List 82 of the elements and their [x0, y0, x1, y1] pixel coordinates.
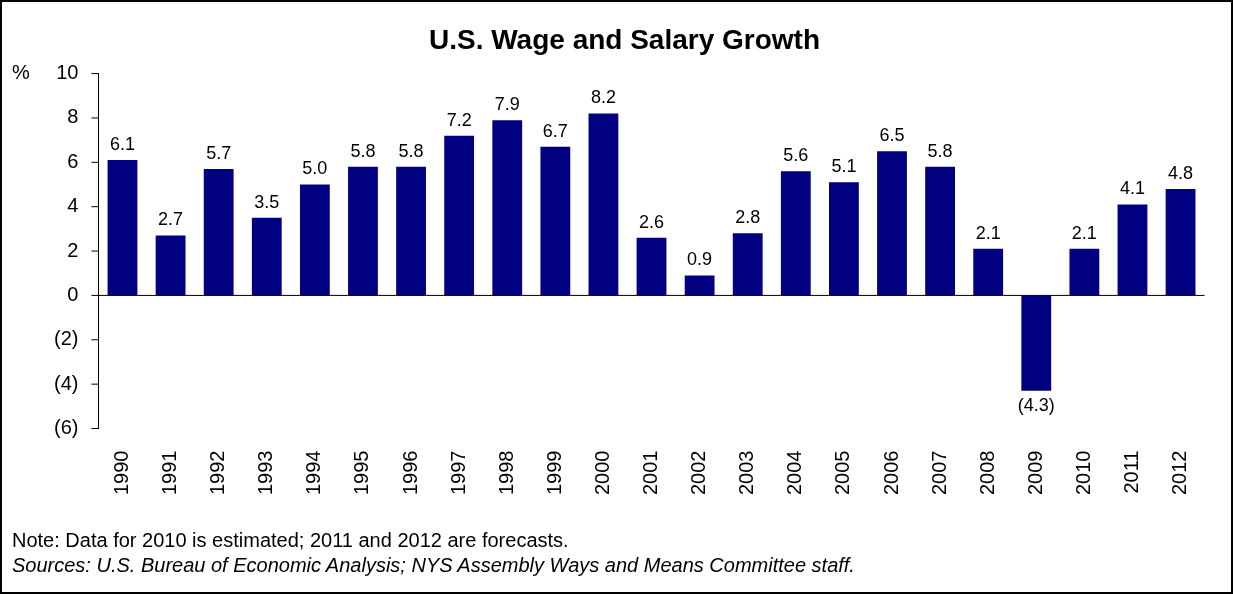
data-label: 5.8 [350, 140, 376, 161]
x-tick-label: 1999 [542, 450, 565, 496]
data-label: 2.6 [639, 211, 665, 232]
x-tick-label: 1990 [110, 450, 133, 496]
x-tick-label: 2010 [1071, 450, 1094, 496]
bar [396, 166, 426, 296]
data-label: 5.8 [398, 140, 424, 161]
data-label: 5.6 [783, 145, 809, 166]
x-tick-label: 1992 [206, 450, 229, 496]
x-tick-label: 2001 [639, 450, 662, 496]
data-label: 5.1 [831, 156, 857, 177]
x-tick-label: 1998 [494, 450, 517, 496]
data-label: 7.2 [446, 109, 472, 130]
bar [155, 235, 186, 296]
x-tick-label: 2006 [879, 450, 902, 496]
bar [973, 248, 1004, 296]
data-label: 5.0 [302, 158, 328, 179]
y-tick-label: 2 [67, 238, 79, 261]
y-tick-label: (6) [53, 416, 79, 439]
data-label: 7.9 [494, 94, 520, 115]
y-tick-label: 10 [56, 61, 79, 84]
x-tick-label: 2004 [783, 450, 806, 496]
bar [107, 160, 138, 296]
data-label: 6.5 [879, 125, 905, 146]
bar [1165, 188, 1196, 296]
bar [877, 151, 907, 296]
data-label: 2.8 [735, 207, 761, 228]
source-note: Sources: U.S. Bureau of Economic Analysis; NYS Assembly Ways and Means Committee staff. [12, 554, 856, 577]
bar [203, 168, 234, 296]
x-tick-label: 1991 [158, 450, 181, 496]
y-tick-label: 0 [67, 282, 79, 305]
y-axis-title: % [12, 61, 30, 84]
data-label: 3.5 [254, 191, 280, 212]
chart-title: U.S. Wage and Salary Growth [428, 23, 821, 55]
x-tick-label: 2005 [831, 450, 854, 496]
data-label: 6.7 [542, 120, 568, 141]
x-tick-label: 2000 [590, 450, 613, 496]
bar [636, 237, 667, 296]
bar [348, 166, 378, 296]
bar [588, 113, 619, 296]
bar [732, 233, 763, 296]
bar [780, 171, 811, 296]
x-tick-label: 2012 [1168, 450, 1191, 496]
x-tick-label: 2007 [927, 450, 950, 496]
x-tick-label: 1996 [398, 450, 421, 496]
bar [1021, 295, 1052, 391]
data-label: 5.7 [206, 142, 232, 163]
x-tick-label: 1997 [446, 450, 469, 496]
bar [444, 135, 475, 296]
x-tick-label: 2011 [1119, 450, 1142, 494]
data-label: 2.7 [158, 209, 184, 230]
data-label: 5.8 [927, 140, 953, 161]
text: Note: Data for 2010 is estimated; 2011 and 2012 are forecasts. [12, 529, 570, 552]
bar [925, 166, 955, 296]
y-tick-label: (2) [53, 327, 79, 350]
x-tick-label: 1993 [254, 450, 277, 496]
y-tick-label: 6 [67, 149, 79, 172]
data-label: 2.1 [1071, 222, 1097, 243]
bar [1069, 248, 1100, 296]
x-tick-label: 1994 [302, 450, 325, 496]
bar [1117, 204, 1148, 296]
bar [251, 217, 282, 296]
bar [684, 275, 715, 296]
data-label: 2.1 [975, 222, 1001, 243]
bar [299, 184, 330, 296]
y-tick-label: (4) [53, 371, 79, 394]
bar [829, 182, 859, 296]
data-label: 4.8 [1168, 162, 1194, 183]
data-label: 6.1 [109, 134, 136, 155]
x-tick-label: 1995 [350, 450, 373, 496]
y-tick-label: 4 [67, 194, 79, 217]
y-tick-label: 8 [67, 105, 79, 128]
data-label: 4.1 [1119, 178, 1145, 199]
data-label: 8.2 [590, 87, 616, 108]
x-tick-label: 2002 [687, 450, 710, 496]
x-tick-label: 2008 [975, 450, 998, 496]
bar [540, 146, 571, 296]
x-tick-label: 2009 [1023, 450, 1046, 496]
data-label: (4.3) [1017, 394, 1055, 415]
bar [492, 120, 523, 296]
data-label: 0.9 [687, 249, 713, 270]
x-tick-label: 2003 [735, 450, 758, 496]
